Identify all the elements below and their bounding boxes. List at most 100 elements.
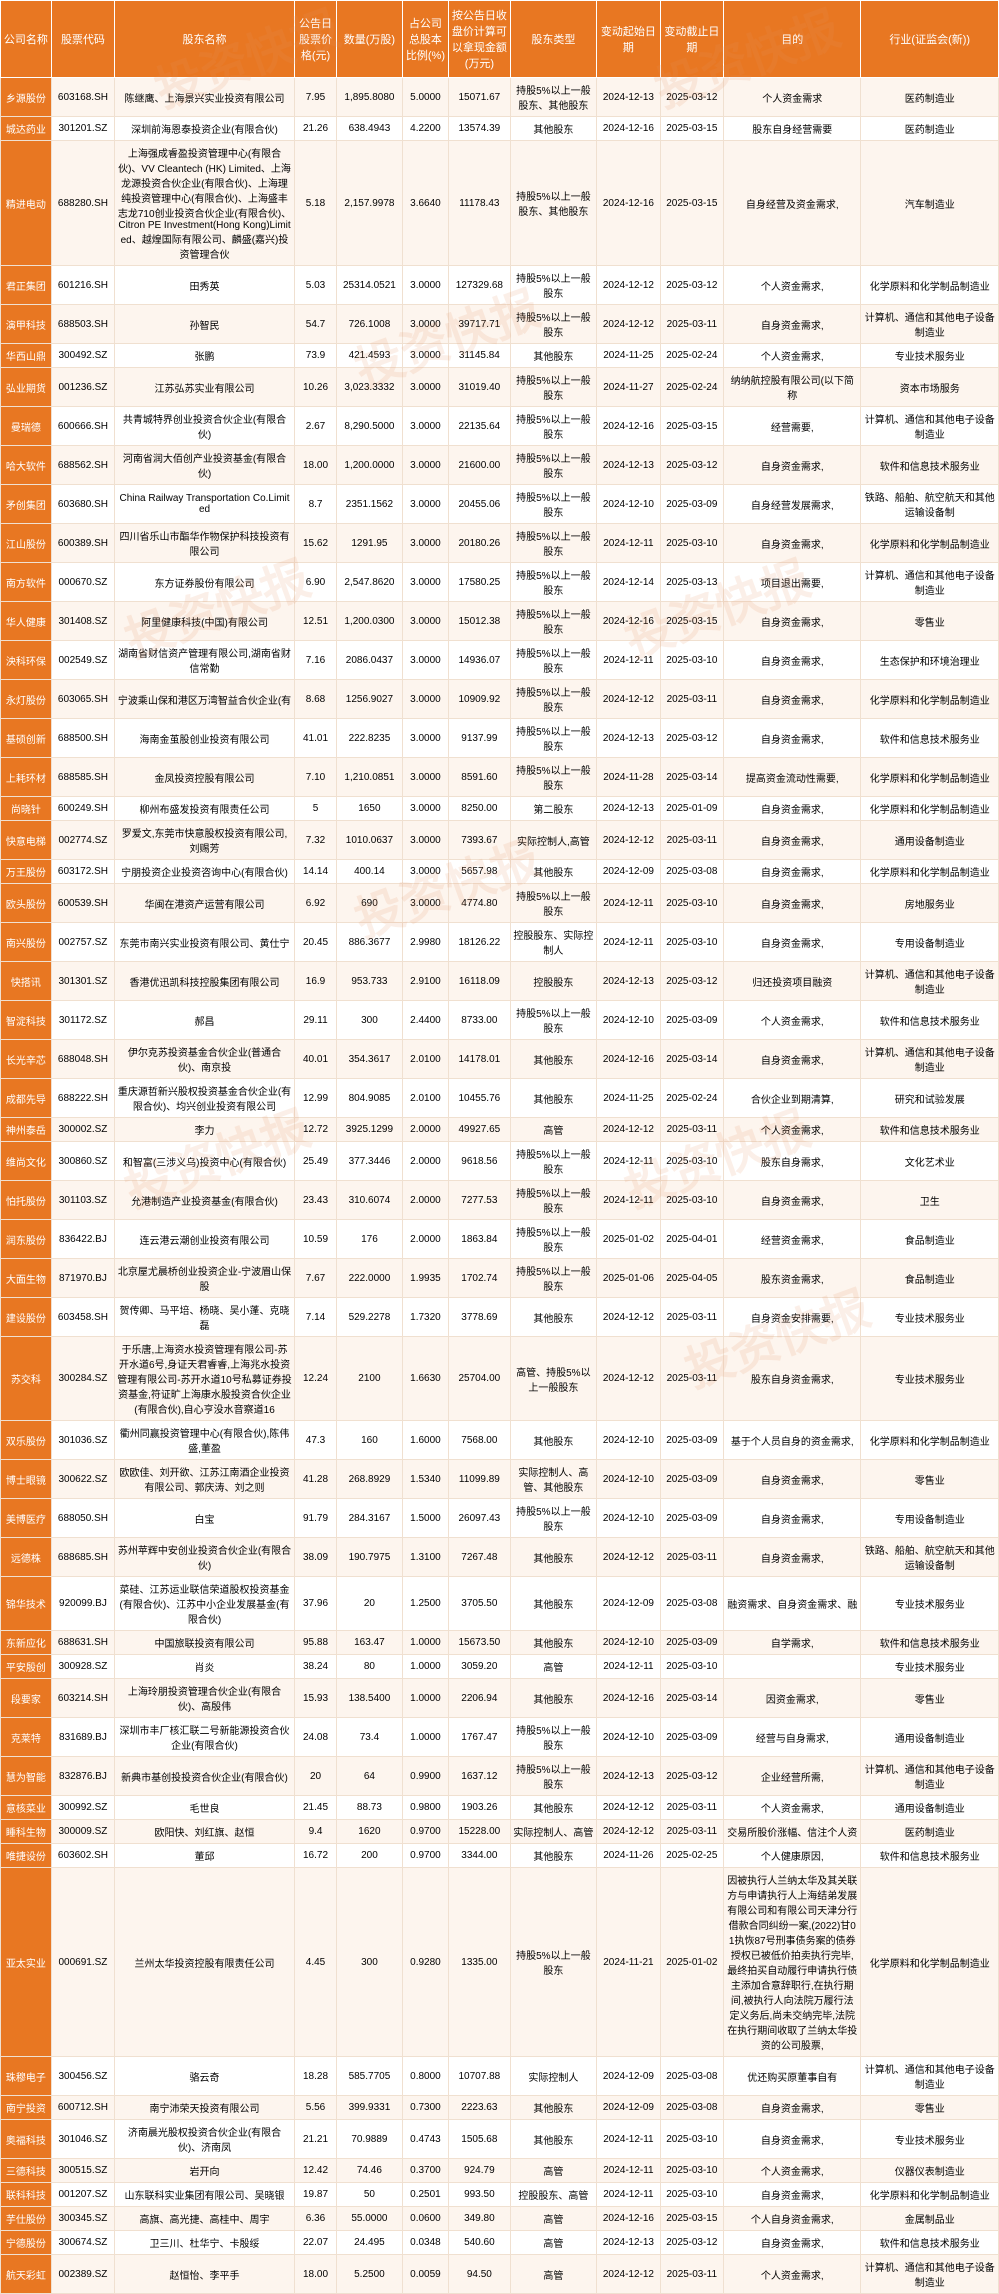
cell-pct: 1.9935 bbox=[402, 1259, 449, 1298]
cell-d2: 2025-03-09 bbox=[660, 1718, 723, 1757]
cell-holder: China Railway Transportation Co.Limited bbox=[115, 485, 295, 524]
cell-d2: 2025-03-10 bbox=[660, 524, 723, 563]
cell-name: 神州泰岳 bbox=[1, 1118, 52, 1142]
cell-qty: 73.4 bbox=[337, 1718, 403, 1757]
cell-type: 持股5%以上一般股东 bbox=[510, 1718, 597, 1757]
cell-code: 603065.SH bbox=[51, 680, 114, 719]
cell-name: 永灯股份 bbox=[1, 680, 52, 719]
cell-amt: 16118.09 bbox=[449, 962, 510, 1001]
cell-d2: 2025-03-14 bbox=[660, 1679, 723, 1718]
cell-price: 6.90 bbox=[294, 563, 336, 602]
cell-ind: 通用设备制造业 bbox=[861, 821, 999, 860]
cell-amt: 1863.84 bbox=[449, 1220, 510, 1259]
cell-d2: 2025-03-15 bbox=[660, 2207, 723, 2231]
cell-amt: 1335.00 bbox=[449, 1868, 510, 2057]
cell-name: 城达药业 bbox=[1, 117, 52, 141]
cell-d2: 2025-03-15 bbox=[660, 407, 723, 446]
cell-qty: 176 bbox=[337, 1220, 403, 1259]
cell-ind: 计算机、通信和其他电子设备制造业 bbox=[861, 962, 999, 1001]
table-row: 南兴股份002757.SZ东莞市南兴实业投资有限公司、黄仕宁20.45886.3… bbox=[1, 923, 999, 962]
cell-name: 上耗环材 bbox=[1, 758, 52, 797]
cell-pct: 3.0000 bbox=[402, 266, 449, 305]
cell-holder: 欧阳快、刘红旗、赵恒 bbox=[115, 1820, 295, 1844]
cell-purpose: 自身资金需求, bbox=[724, 1499, 861, 1538]
cell-ind: 研究和试验发展 bbox=[861, 1079, 999, 1118]
cell-pct: 1.3100 bbox=[402, 1538, 449, 1577]
cell-amt: 31145.84 bbox=[449, 344, 510, 368]
cell-pct: 0.0059 bbox=[402, 2255, 449, 2294]
table-row: 永灯股份603065.SH宁波乘山保和港区万湾智益合伙企业(有8.681256.… bbox=[1, 680, 999, 719]
cell-pct: 0.0600 bbox=[402, 2207, 449, 2231]
cell-qty: 70.9889 bbox=[337, 2120, 403, 2159]
cell-ind: 医药制造业 bbox=[861, 78, 999, 117]
cell-ind: 金属制品业 bbox=[861, 2207, 999, 2231]
cell-d1: 2024-12-11 bbox=[597, 2159, 660, 2183]
cell-pct: 5.0000 bbox=[402, 78, 449, 117]
cell-purpose: 自身资金需求, bbox=[724, 2183, 861, 2207]
cell-pct: 3.0000 bbox=[402, 884, 449, 923]
cell-d1: 2024-12-12 bbox=[597, 2255, 660, 2294]
cell-name: 怕托股份 bbox=[1, 1181, 52, 1220]
cell-pct: 3.0000 bbox=[402, 641, 449, 680]
cell-price: 15.93 bbox=[294, 1679, 336, 1718]
cell-amt: 7393.67 bbox=[449, 821, 510, 860]
table-row: 平安殷创300928.SZ肖炎38.24801.00003059.20高管202… bbox=[1, 1655, 999, 1679]
cell-type: 其他股东 bbox=[510, 1679, 597, 1718]
cell-name: 克莱特 bbox=[1, 1718, 52, 1757]
cell-pct: 3.0000 bbox=[402, 821, 449, 860]
cell-code: 688222.SH bbox=[51, 1079, 114, 1118]
cell-code: 001236.SZ bbox=[51, 368, 114, 407]
cell-qty: 399.9331 bbox=[337, 2096, 403, 2120]
cell-amt: 31019.40 bbox=[449, 368, 510, 407]
table-row: 曼瑞德600666.SH共青城特界创业投资合伙企业(有限合伙)2.678,290… bbox=[1, 407, 999, 446]
cell-price: 21.21 bbox=[294, 2120, 336, 2159]
cell-type: 实际控制人、高管 bbox=[510, 1820, 597, 1844]
cell-d2: 2025-03-10 bbox=[660, 1655, 723, 1679]
cell-name: 段要家 bbox=[1, 1679, 52, 1718]
cell-purpose: 自身资金需求, bbox=[724, 1538, 861, 1577]
cell-price: 25.49 bbox=[294, 1142, 336, 1181]
cell-name: 润东股份 bbox=[1, 1220, 52, 1259]
cell-holder: 宁朋投资企业投资咨询中心(有限合伙) bbox=[115, 860, 295, 884]
table-row: 快意电梯002774.SZ罗爱文,东莞市快意股权投资有限公司,刘赐芳7.3210… bbox=[1, 821, 999, 860]
cell-purpose: 自身资金需求, bbox=[724, 860, 861, 884]
cell-name: 唯捷设份 bbox=[1, 1844, 52, 1868]
cell-qty: 354.3617 bbox=[337, 1040, 403, 1079]
cell-holder: 李力 bbox=[115, 1118, 295, 1142]
cell-holder: 岩开向 bbox=[115, 2159, 295, 2183]
cell-ind: 专业技术服务业 bbox=[861, 1577, 999, 1631]
cell-price: 7.32 bbox=[294, 821, 336, 860]
col-header-9: 变动截止日期 bbox=[660, 1, 723, 78]
cell-purpose: 经营资金需求, bbox=[724, 1220, 861, 1259]
cell-qty: 80 bbox=[337, 1655, 403, 1679]
cell-code: 920099.BJ bbox=[51, 1577, 114, 1631]
table-row: 南方软件000670.SZ东方证券股份有限公司6.902,547.86203.0… bbox=[1, 563, 999, 602]
cell-amt: 94.50 bbox=[449, 2255, 510, 2294]
cell-ind: 计算机、通信和其他电子设备制造业 bbox=[861, 1040, 999, 1079]
cell-purpose: 企业经营所需, bbox=[724, 1757, 861, 1796]
table-row: 慧为智能832876.BJ新典市基创投投资合伙企业(有限合伙)20640.990… bbox=[1, 1757, 999, 1796]
cell-price: 95.88 bbox=[294, 1631, 336, 1655]
cell-holder: 上海强成睿盈投资管理中心(有限合伙)、VV Cleantech (HK) Lim… bbox=[115, 141, 295, 266]
cell-name: 博士眼镜 bbox=[1, 1460, 52, 1499]
cell-qty: 138.5400 bbox=[337, 1679, 403, 1718]
cell-holder: 罗爱文,东莞市快意股权投资有限公司,刘赐芳 bbox=[115, 821, 295, 860]
cell-ind: 化学原料和化学制品制造业 bbox=[861, 860, 999, 884]
cell-price: 12.42 bbox=[294, 2159, 336, 2183]
cell-ind: 专业技术服务业 bbox=[861, 2120, 999, 2159]
cell-amt: 7267.48 bbox=[449, 1538, 510, 1577]
cell-name: 大面生物 bbox=[1, 1259, 52, 1298]
table-row: 大面生物871970.BJ北京屋尤晨桥创业投资企业-宁波眉山保股7.67222.… bbox=[1, 1259, 999, 1298]
col-header-2: 股东名称 bbox=[115, 1, 295, 78]
cell-pct: 0.9800 bbox=[402, 1796, 449, 1820]
cell-d1: 2024-12-12 bbox=[597, 680, 660, 719]
cell-price: 10.26 bbox=[294, 368, 336, 407]
cell-name: 双乐股份 bbox=[1, 1421, 52, 1460]
cell-code: 600712.SH bbox=[51, 2096, 114, 2120]
cell-purpose: 自身资金需求, bbox=[724, 821, 861, 860]
cell-code: 601216.SH bbox=[51, 266, 114, 305]
cell-price: 20 bbox=[294, 1757, 336, 1796]
cell-d2: 2025-02-24 bbox=[660, 368, 723, 407]
cell-d1: 2024-12-09 bbox=[597, 860, 660, 884]
cell-code: 002774.SZ bbox=[51, 821, 114, 860]
